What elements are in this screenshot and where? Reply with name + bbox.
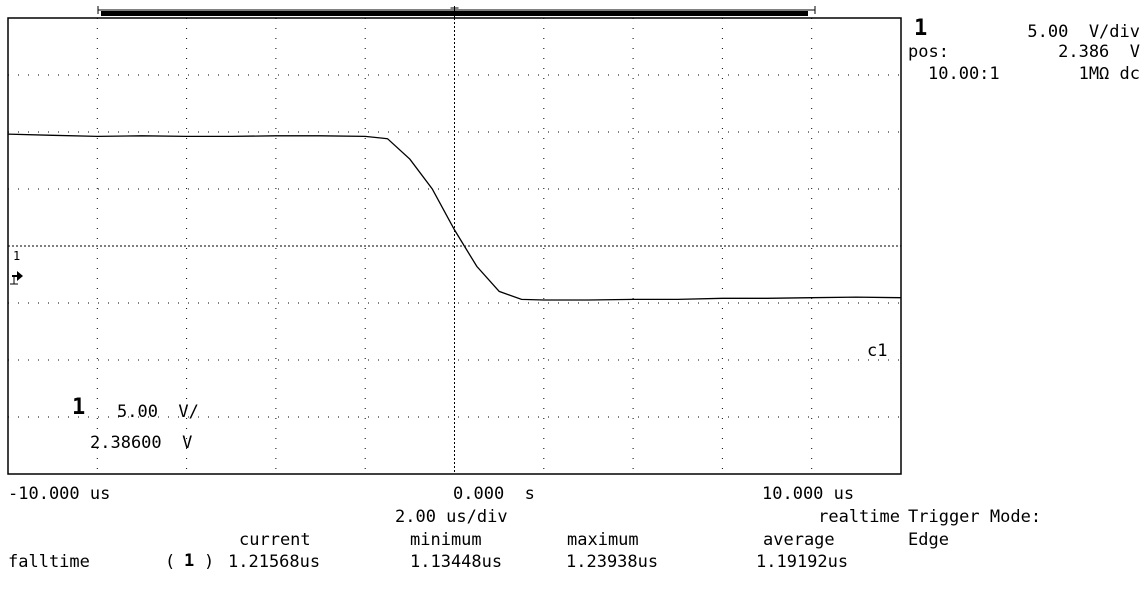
onscreen-channel-scale: 5.00 V/ (117, 402, 199, 422)
measurement-maximum: 1.23938us (566, 552, 659, 572)
measurement-channel-open: ( (165, 552, 176, 572)
trace-label-c1: c1 (867, 341, 888, 361)
waveform-line (7, 133, 902, 301)
waveform-trace (7, 133, 902, 301)
measurement-current: 1.21568us (228, 552, 321, 572)
measurement-header-maximum: maximum (567, 530, 639, 550)
measurement-header-current: current (239, 530, 311, 550)
acquisition-mode: realtime (818, 507, 900, 527)
timebase-label: 2.00 us/div (395, 507, 508, 527)
trigger-mode-value: Edge (908, 530, 949, 550)
measurement-channel-close: ) (204, 552, 215, 572)
measurement-average: 1.19192us (756, 552, 849, 572)
measurement-header-minimum: minimum (410, 530, 482, 550)
probe-ratio: 10.00:1 (928, 64, 1000, 84)
graticule-grid (8, 18, 901, 474)
measurement-minimum: 1.13448us (410, 552, 503, 572)
ground-marker-arrow (17, 271, 23, 281)
trigger-mode-label: Trigger Mode: (908, 507, 1042, 527)
measurement-channel: 1 (184, 551, 195, 571)
position-label: pos: (908, 42, 949, 62)
time-axis-right: 10.000 us (762, 484, 855, 504)
time-axis-left: -10.000 us (8, 484, 111, 504)
ground-marker-label: 1 (13, 249, 21, 263)
onscreen-offset: 2.38600 V (90, 433, 193, 453)
channel-number: 1 (914, 16, 928, 41)
measurement-name: falltime (8, 552, 90, 572)
scope-decorations (10, 6, 816, 285)
coupling-label: 1MΩ dc (1078, 64, 1140, 84)
measurement-header-average: average (763, 530, 835, 550)
onscreen-channel-number: 1 (72, 395, 86, 420)
position-value: 2.386 V (1058, 42, 1140, 62)
channel-scale: 5.00 V/div (1027, 22, 1140, 42)
time-axis-center: 0.000 s (453, 484, 535, 504)
